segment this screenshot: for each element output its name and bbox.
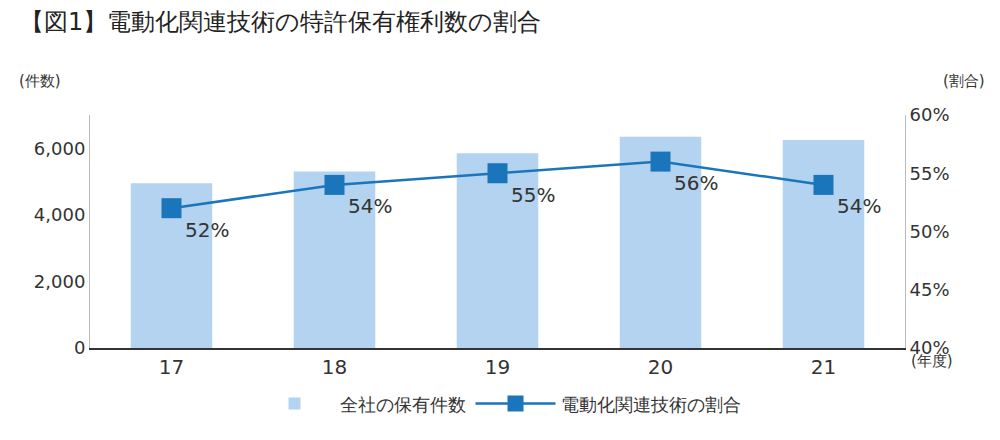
svg-text:(年度): (年度) [911, 352, 953, 370]
svg-text:0: 0 [74, 337, 85, 358]
svg-text:40%: 40% [910, 337, 950, 358]
svg-text:18: 18 [322, 355, 347, 379]
svg-text:(割合): (割合) [943, 72, 985, 90]
svg-text:17: 17 [159, 355, 184, 379]
svg-text:54%: 54% [837, 194, 881, 218]
svg-text:電動化関連技術の割合: 電動化関連技術の割合 [561, 394, 741, 415]
svg-text:55%: 55% [910, 163, 950, 184]
svg-text:20: 20 [648, 355, 673, 379]
svg-text:【図1】電動化関連技術の特許保有権利数の割合: 【図1】電動化関連技術の特許保有権利数の割合 [20, 8, 541, 36]
svg-text:19: 19 [485, 355, 510, 379]
svg-text:56%: 56% [674, 171, 718, 195]
svg-text:4,000: 4,000 [34, 204, 86, 225]
svg-text:55%: 55% [511, 183, 555, 207]
svg-text:52%: 52% [185, 218, 229, 242]
svg-text:2,000: 2,000 [34, 271, 86, 292]
svg-text:全社の保有件数: 全社の保有件数 [340, 394, 466, 415]
svg-text:21: 21 [811, 355, 836, 379]
svg-text:45%: 45% [910, 279, 950, 300]
svg-text:(件数): (件数) [19, 72, 61, 90]
svg-text:54%: 54% [348, 194, 392, 218]
svg-text:50%: 50% [910, 221, 950, 242]
svg-text:6,000: 6,000 [34, 138, 86, 159]
svg-text:60%: 60% [910, 104, 950, 125]
